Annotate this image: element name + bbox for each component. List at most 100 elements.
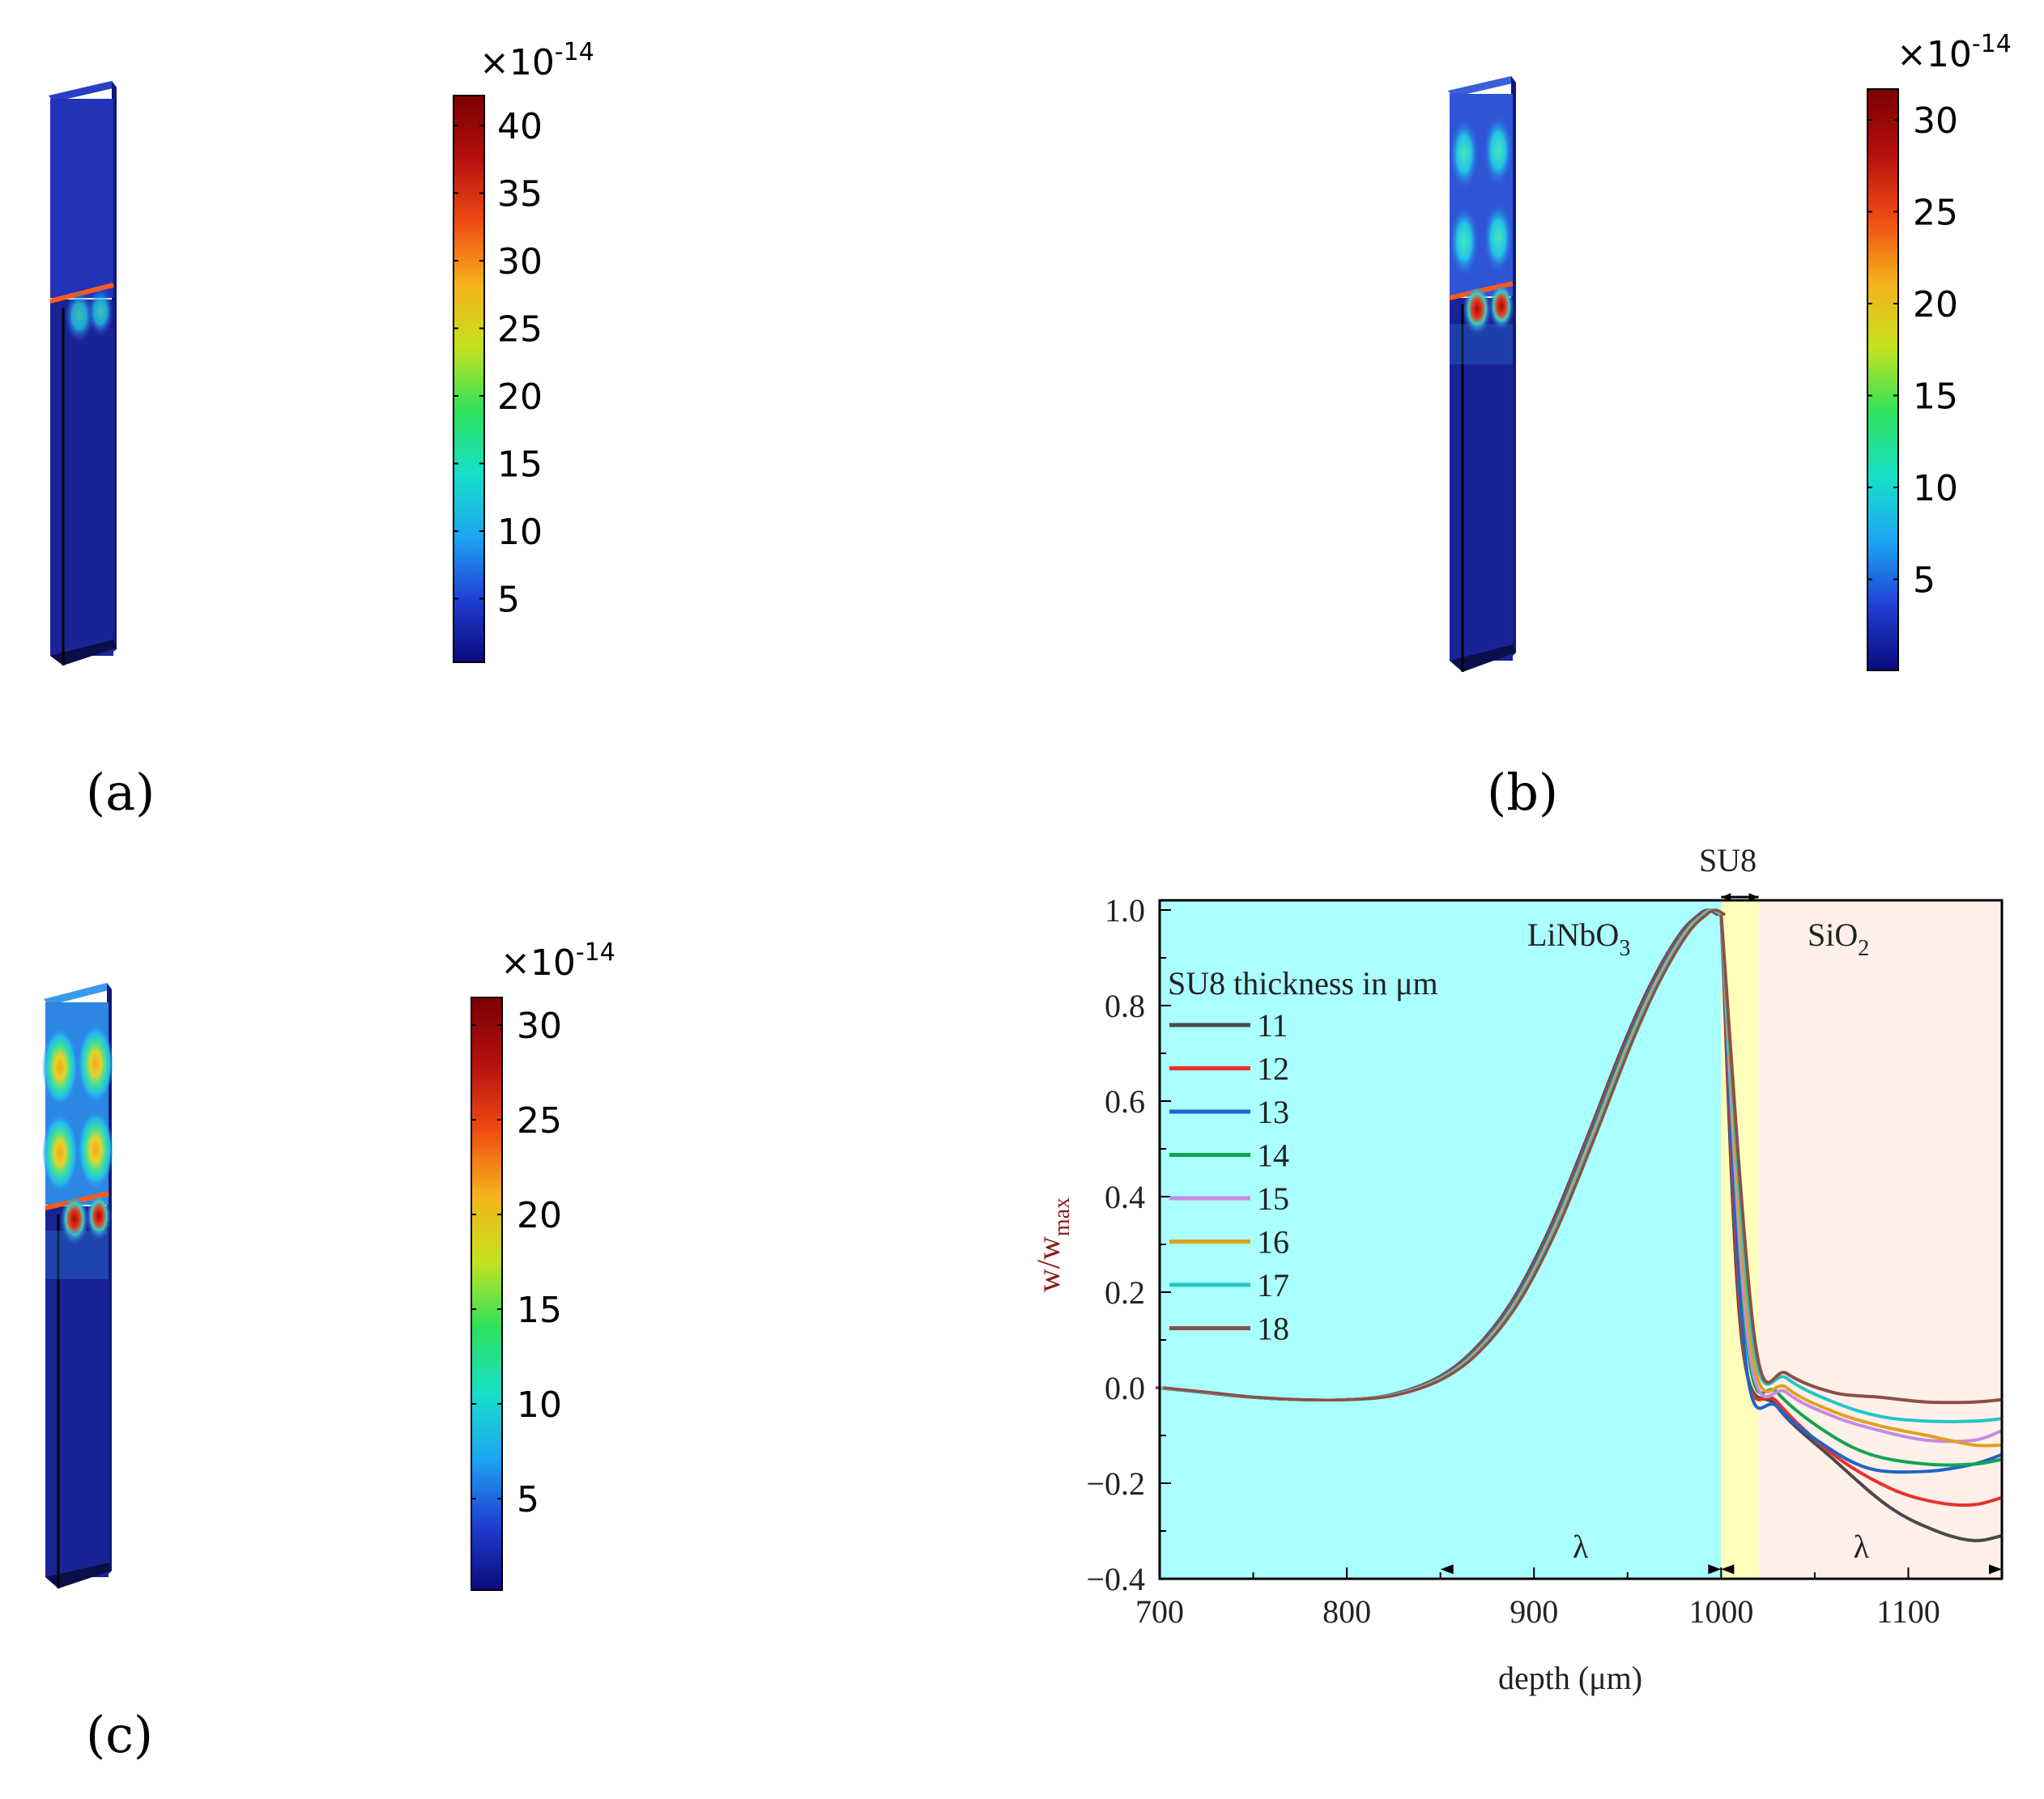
legend-label: 18 (1257, 1311, 1289, 1347)
arrow-head (1708, 1564, 1722, 1575)
colorbar-tick-label: 25 (1913, 193, 1958, 234)
legend-label: 15 (1257, 1180, 1289, 1217)
colorbar-tick-label: 5 (1913, 560, 1935, 602)
lambda-label: λ (1854, 1529, 1870, 1565)
multiplier-base-c: ×10 (500, 942, 576, 984)
legend-label: 11 (1257, 1007, 1288, 1044)
x-tick-label: 900 (1510, 1593, 1558, 1630)
bar-3d-c (42, 983, 113, 1588)
panel-label-a: (a) (86, 763, 155, 822)
colorbar-tick-label: 15 (1913, 376, 1958, 418)
lambda-annotation-right: λ (1721, 1529, 2002, 1575)
y-tick-label: 0.4 (1105, 1179, 1145, 1215)
colorbar-ticks-a: 40 35 30 25 20 15 10 5 (454, 106, 543, 621)
multiplier-base-b: ×10 (1897, 34, 1972, 75)
colorbar-tick-label: 10 (517, 1384, 562, 1426)
panel-c: 30 25 20 15 10 5 ×10-14 (c) (42, 938, 615, 1764)
x-axis-label: depth (μm) (1498, 1660, 1642, 1696)
y-tick-label: −0.2 (1086, 1465, 1145, 1502)
chart-series (1155, 908, 2003, 1542)
colorbar-c (471, 997, 503, 1591)
y-tick-label: 1.0 (1105, 892, 1145, 929)
panel-a: 40 35 30 25 20 15 10 5 ×10-14 (a) (49, 38, 594, 822)
legend-label: 13 (1257, 1094, 1289, 1130)
field-spot-b (1484, 202, 1513, 274)
x-tick-label: 1000 (1688, 1593, 1753, 1630)
colorbar-tick-label: 30 (1913, 100, 1958, 142)
colorbar-tick-label: 35 (497, 174, 543, 215)
colorbar-tick-label: 30 (517, 1006, 562, 1047)
series-line (1719, 914, 2003, 1405)
panel-d: 700 800 900 1000 1100 −0.4 −0.2 0.0 0.2 0.4 0.6 0.8… (1030, 842, 2004, 1696)
x-tick-label: 800 (1322, 1593, 1371, 1630)
legend: SU8 thickness in μm 11 12 13 14 15 16 17 18 (1168, 965, 1438, 1347)
y-axis-label: w/wmax (1030, 1197, 1075, 1292)
colorbar-tick-label: 20 (1913, 284, 1958, 325)
legend-label: 12 (1257, 1051, 1289, 1087)
legend-label: 16 (1257, 1224, 1289, 1261)
y-tick-label: 0.8 (1105, 988, 1145, 1024)
multiplier-base-a: ×10 (479, 42, 555, 83)
y-tick-label: 0.0 (1105, 1370, 1145, 1406)
colorbar-tick-label: 20 (517, 1195, 562, 1236)
bar-3d-a (49, 81, 117, 666)
arrow-head (1989, 1564, 2002, 1575)
field-spot-b (1450, 206, 1479, 277)
region-band (1160, 900, 1722, 1579)
y-tick-label: 0.6 (1105, 1083, 1145, 1120)
colorbar-tick-label: 10 (497, 512, 543, 553)
colorbar-a (453, 95, 485, 663)
colorbar-tick-label: 5 (497, 580, 520, 621)
legend-label: 17 (1257, 1267, 1289, 1304)
colorbar-multiplier-a: ×10-14 (479, 38, 594, 83)
x-tick-label: 1100 (1876, 1593, 1940, 1630)
arrow-head (1721, 893, 1731, 901)
x-tick-label: 700 (1135, 1593, 1184, 1630)
field-spot-b (1450, 118, 1479, 189)
panel-label-b: (b) (1487, 763, 1558, 822)
field-spot-c (78, 1025, 113, 1103)
colorbar-tick-label: 20 (497, 376, 543, 418)
colorbar-tick-label: 15 (497, 444, 543, 486)
field-spot-c (42, 1028, 78, 1106)
multiplier-exp-a: -14 (555, 38, 594, 66)
su8-width-marker (1721, 893, 1759, 901)
region-labels: LiNbO3 SU8 SiO2 (1527, 842, 1869, 961)
y-tick-label: −0.4 (1086, 1561, 1145, 1597)
plot-frame (1158, 899, 2004, 1580)
field-spot-b (1484, 115, 1513, 186)
panel-label-c: (c) (86, 1705, 153, 1764)
colorbar-tick-label: 5 (517, 1479, 539, 1520)
colorbar-tick-label: 25 (517, 1100, 562, 1142)
multiplier-exp-c: -14 (576, 938, 615, 967)
region-sio2-sub: 2 (1858, 936, 1869, 961)
arrow-head (1721, 1564, 1735, 1575)
field-spot-c (78, 1111, 113, 1189)
field-spot-c (42, 1114, 78, 1192)
colorbar-ticks-b: 30 25 20 15 10 5 (1867, 100, 1958, 602)
region-label-linbo3: LiNbO3 (1527, 917, 1630, 961)
region-label-sio2: SiO2 (1808, 917, 1869, 961)
panel-b: 30 25 20 15 10 5 ×10-14 (b) (1448, 30, 2012, 822)
region-band (1758, 900, 2002, 1579)
colorbar-tick-label: 25 (497, 309, 543, 351)
legend-title: SU8 thickness in μm (1168, 965, 1438, 1002)
arrow-head (1440, 1564, 1454, 1575)
region-linbo3-sub: 3 (1619, 936, 1630, 961)
region-sio2-main: SiO (1808, 917, 1858, 953)
series-line (1719, 914, 2003, 1474)
colorbar-ticks-c: 30 25 20 15 10 5 (471, 1006, 562, 1520)
colorbar-tick-label: 15 (517, 1290, 562, 1331)
colorbar-multiplier-c: ×10-14 (500, 938, 615, 984)
lambda-label: λ (1573, 1529, 1589, 1565)
arrow-head (1748, 893, 1759, 901)
colorbar-multiplier-b: ×10-14 (1897, 30, 2012, 75)
colorbar-tick-label: 40 (497, 106, 543, 147)
legend-label: 14 (1257, 1138, 1289, 1174)
region-label-su8: SU8 (1699, 842, 1757, 878)
region-linbo3-main: LiNbO (1527, 917, 1619, 953)
y-axis-label-sub: max (1050, 1197, 1075, 1236)
y-axis-label-main: w/w (1030, 1236, 1067, 1292)
